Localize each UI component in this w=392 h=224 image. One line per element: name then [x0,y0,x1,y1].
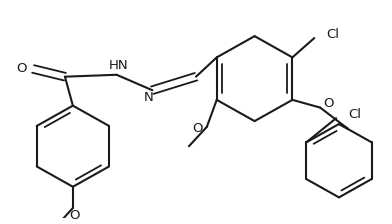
Text: O: O [70,209,80,222]
Text: O: O [192,122,203,135]
Text: Cl: Cl [326,28,339,41]
Text: O: O [17,62,27,75]
Text: Cl: Cl [348,108,361,121]
Text: HN: HN [109,59,128,72]
Text: N: N [143,91,153,104]
Text: O: O [323,97,334,110]
